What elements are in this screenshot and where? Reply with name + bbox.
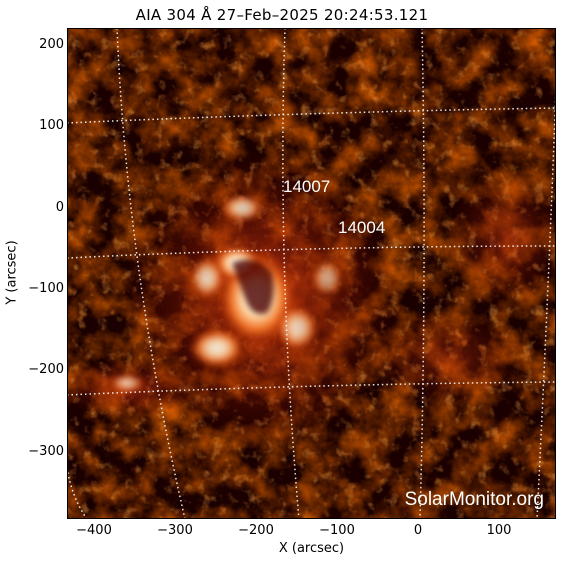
- y-tick: 100: [39, 118, 64, 133]
- x-axis-label: X (arcsec): [278, 541, 345, 556]
- solar-image: 14007 14004 SolarMonitor.org: [67, 28, 556, 519]
- x-tick: 100: [486, 523, 512, 538]
- x-tick: −200: [238, 523, 274, 538]
- y-axis-label: Y (arcsec): [4, 240, 20, 305]
- y-tick: −300: [28, 444, 64, 459]
- region-label-14007: 14007: [283, 177, 331, 196]
- solar-image-svg: [67, 28, 556, 519]
- x-tick: −100: [319, 523, 355, 538]
- y-tick: 200: [39, 37, 64, 52]
- watermark: SolarMonitor.org: [404, 489, 544, 510]
- y-tick: 0: [55, 200, 64, 215]
- x-tick: −300: [157, 523, 193, 538]
- x-tick: 0: [413, 523, 423, 538]
- bright-plage: [109, 194, 343, 392]
- region-label-14004: 14004: [338, 218, 386, 237]
- image-title: AIA 304 Å 27–Feb–2025 20:24:53.121: [135, 6, 429, 24]
- x-tick: −400: [76, 523, 112, 538]
- y-tick: −200: [28, 362, 64, 377]
- y-tick: −100: [28, 281, 64, 296]
